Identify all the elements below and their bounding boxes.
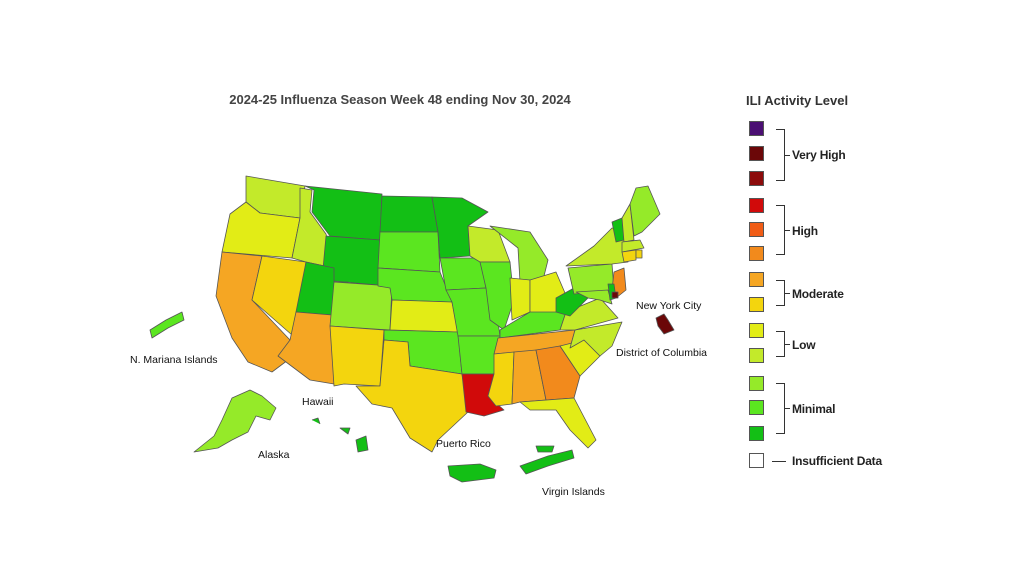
- legend-swatch-12: [749, 400, 764, 415]
- state-PA[interactable]: [567, 263, 615, 295]
- state-VA[interactable]: [559, 297, 619, 331]
- state-KS[interactable]: [389, 299, 459, 333]
- state-SD[interactable]: [377, 231, 441, 273]
- state-IA[interactable]: [439, 257, 487, 291]
- inset-NMI[interactable]: [149, 311, 185, 339]
- legend-swatch-4: [749, 198, 764, 213]
- inset-AK[interactable]: [193, 389, 277, 453]
- state-FL[interactable]: [519, 397, 597, 449]
- label-nmi: N. Mariana Islands: [130, 354, 218, 366]
- label-hawaii: Hawaii: [302, 396, 334, 408]
- state-NC[interactable]: [569, 321, 623, 357]
- legend-label-high: High: [792, 224, 818, 238]
- label-vi: Virgin Islands: [542, 486, 605, 498]
- inset-HI[interactable]: [311, 417, 369, 453]
- inset-VI[interactable]: [519, 445, 575, 475]
- legend-swatch-3: [749, 171, 764, 186]
- state-ME[interactable]: [629, 185, 661, 237]
- label-alaska: Alaska: [258, 449, 290, 461]
- legend-brace-moderate: [776, 280, 785, 306]
- legend-label-moderate: Moderate: [792, 287, 844, 301]
- label-dc: District of Columbia: [616, 347, 707, 359]
- label-nyc: New York City: [636, 300, 702, 312]
- legend-label-very-high: Very High: [792, 148, 846, 162]
- state-MD[interactable]: [575, 289, 613, 305]
- legend-swatch-13: [749, 426, 764, 441]
- state-CO[interactable]: [329, 281, 393, 331]
- legend-swatch-9: [749, 323, 764, 338]
- inset-DC[interactable]: [611, 291, 619, 299]
- legend-title: ILI Activity Level: [746, 93, 849, 108]
- legend-brace-minimal: [776, 383, 785, 434]
- state-MA[interactable]: [621, 239, 645, 253]
- state-CT[interactable]: [621, 249, 637, 263]
- legend-swatch-5: [749, 222, 764, 237]
- legend-swatch-7: [749, 272, 764, 287]
- state-RI[interactable]: [635, 249, 643, 259]
- state-WV[interactable]: [555, 287, 589, 317]
- legend-line-insufficient: [772, 461, 786, 462]
- state-NM[interactable]: [329, 325, 385, 387]
- legend-label-low: Low: [792, 338, 816, 352]
- state-TX[interactable]: [355, 339, 469, 453]
- label-pr: Puerto Rico: [436, 438, 491, 450]
- legend-swatch-1: [749, 121, 764, 136]
- state-ND[interactable]: [379, 195, 439, 233]
- inset-PR[interactable]: [447, 463, 497, 483]
- legend-swatch-11: [749, 376, 764, 391]
- legend-label-minimal: Minimal: [792, 402, 836, 416]
- legend-label-insufficient: Insufficient Data: [792, 454, 882, 468]
- legend-swatch-6: [749, 246, 764, 261]
- inset-NYC[interactable]: [655, 313, 675, 335]
- legend-brace-very-high: [776, 129, 785, 181]
- map-title: 2024-25 Influenza Season Week 48 ending …: [229, 92, 571, 107]
- legend-swatch-2: [749, 146, 764, 161]
- legend-brace-high: [776, 205, 785, 255]
- legend-swatch-8: [749, 297, 764, 312]
- legend-swatch-14: [749, 453, 764, 468]
- legend-brace-low: [776, 331, 785, 357]
- legend-swatch-10: [749, 348, 764, 363]
